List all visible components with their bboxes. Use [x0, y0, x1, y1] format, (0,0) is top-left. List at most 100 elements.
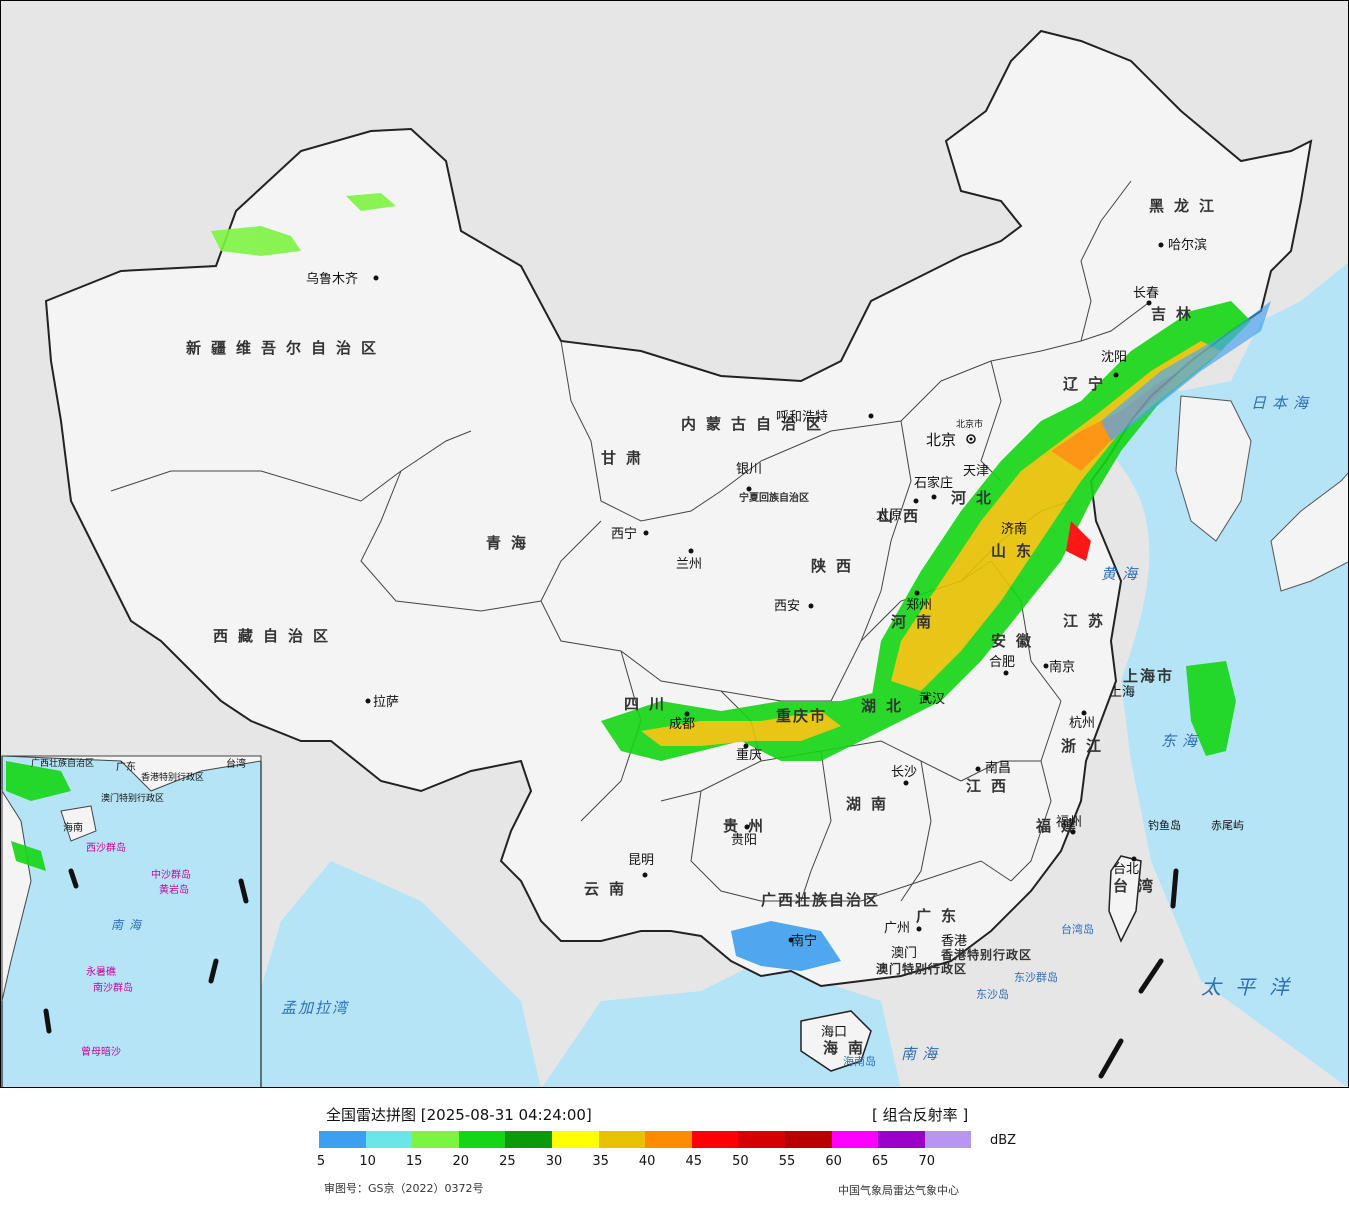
city-lhasa: 拉萨 — [373, 695, 399, 710]
legend-unit: dBZ — [990, 1133, 1017, 1148]
scale-tick-50: 50 — [732, 1154, 749, 1169]
scale-tick-15: 15 — [405, 1154, 423, 1169]
label-zhejiang: 浙江 — [1061, 737, 1111, 755]
city-markers — [365, 242, 1164, 943]
scale-tick-25: 25 — [499, 1154, 516, 1169]
hainan-island — [800, 1010, 872, 1072]
label-yunnan: 云南 — [584, 880, 634, 898]
label-shandong: 山东 — [991, 542, 1041, 560]
color-scale — [319, 1131, 972, 1148]
color-swatch-2 — [412, 1131, 459, 1148]
inset-huangyan: 黄岩岛 — [159, 883, 189, 896]
city-changsha: 长沙 — [891, 765, 917, 780]
scale-tick-35: 35 — [592, 1154, 609, 1169]
sea-bengal: 孟加拉湾 — [281, 999, 350, 1017]
label-hebei: 河北 — [951, 489, 1001, 507]
city-taiyuan: 太原 — [876, 508, 902, 523]
inset-guangxi: 广西壮族自治区 — [31, 757, 94, 769]
label-neimenggu: 内蒙古自治区 — [681, 415, 831, 433]
island-taiwan: 台湾岛 — [1061, 922, 1094, 936]
label-jiangxi: 江西 — [966, 777, 1016, 795]
island-hainan: 海南岛 — [843, 1054, 876, 1068]
taiwan-island — [1108, 855, 1142, 943]
color-swatch-8 — [691, 1131, 739, 1148]
city-shijiazhuang: 石家庄 — [914, 475, 953, 491]
island-dongsha-qundao: 东沙群岛 — [1014, 970, 1058, 984]
city-hongkong: 香港 — [941, 934, 967, 949]
radar-echo-layer — [6, 193, 1271, 971]
label-guizhou: 贵州 — [723, 817, 773, 835]
city-beijing: 北京 — [926, 431, 956, 449]
legend-panel — [0, 1088, 1349, 1208]
scale-tick-60: 60 — [825, 1154, 842, 1169]
label-liaoning: 辽宁 — [1063, 375, 1113, 393]
scale-tick-70: 70 — [918, 1154, 936, 1169]
label-hunan: 湖南 — [846, 795, 896, 813]
city-nanjing: 南京 — [1049, 659, 1075, 675]
label-shanghai: 上海市 — [1123, 667, 1174, 685]
city-nanchang: 南昌 — [985, 760, 1011, 776]
label-taiwan: 台湾 — [1113, 877, 1163, 895]
island-diaoyu: 钓鱼岛 — [1148, 818, 1181, 832]
south-china-sea-inset — [1, 755, 262, 1087]
city-xian: 西安 — [774, 599, 800, 614]
color-swatch-1 — [365, 1131, 413, 1148]
label-xizang: 西藏自治区 — [213, 627, 338, 645]
city-haikou: 海口 — [821, 1025, 847, 1040]
city-shenyang: 沈阳 — [1101, 350, 1127, 365]
city-zhengzhou: 郑州 — [906, 598, 932, 613]
label-guangxi: 广西壮族自治区 — [761, 891, 880, 909]
legend-title: 全国雷达拼图 [2025-08-31 04:24:00] — [326, 1106, 592, 1124]
label-hubei: 湖北 — [861, 697, 911, 715]
city-nanning: 南宁 — [791, 933, 817, 949]
city-labels: 乌鲁木齐 拉萨 西宁 兰州 银川 呼和浩特 北京 北京市 天津 石家庄 太原 西… — [306, 237, 1207, 1040]
city-wuhan: 武汉 — [919, 692, 945, 707]
city-xining: 西宁 — [611, 526, 637, 542]
label-ningxia: 宁夏回族自治区 — [739, 491, 809, 504]
inset-yongshu: 永暑礁 — [86, 965, 116, 978]
inset-taiwan: 台湾 — [226, 757, 246, 770]
color-swatch-13 — [924, 1131, 972, 1148]
city-guangzhou: 广州 — [884, 921, 910, 936]
color-swatch-12 — [878, 1131, 925, 1148]
color-swatch-6 — [598, 1131, 646, 1148]
city-jinan: 济南 — [1001, 521, 1027, 537]
label-shaanxi: 陕西 — [811, 557, 861, 575]
sea-east: 东海 — [1161, 732, 1203, 750]
label-shanxi: 山西 — [878, 507, 928, 525]
label-henan: 河南 — [891, 613, 941, 631]
color-swatch-9 — [738, 1131, 785, 1148]
color-swatch-5 — [551, 1131, 599, 1148]
sea-south: 南海 — [901, 1045, 943, 1063]
label-jiangsu: 江苏 — [1063, 612, 1113, 630]
legend-product: [ 组合反射率 ] — [872, 1106, 969, 1124]
color-swatch-0 — [319, 1131, 366, 1148]
inset-nanhai: 南海 — [111, 918, 147, 932]
city-harbin: 哈尔滨 — [1168, 237, 1207, 253]
island-dongsha: 东沙岛 — [976, 987, 1009, 1001]
inset-zengmu: 曾母暗沙 — [81, 1045, 121, 1058]
inset-hainan: 海南 — [63, 821, 83, 834]
inset-guangdong: 广东 — [116, 760, 136, 773]
inset-macau: 澳门特别行政区 — [101, 792, 164, 804]
label-gansu: 甘肃 — [601, 449, 651, 467]
scale-tick-65: 65 — [871, 1154, 889, 1169]
map-canvas: 新疆维吾尔自治区 西藏自治区 青海 甘肃 四川 云南 贵州 广西壮族自治区 广东… — [1, 29, 1348, 1087]
color-swatch-11 — [831, 1131, 879, 1148]
island-chiwei: 赤尾屿 — [1211, 819, 1244, 832]
city-hefei: 合肥 — [989, 655, 1015, 670]
china-radar-map[interactable]: 新疆维吾尔自治区 西藏自治区 青海 甘肃 四川 云南 贵州 广西壮族自治区 广东… — [0, 0, 1349, 1088]
city-chengdu: 成都 — [669, 717, 695, 732]
city-shanghai-city: 上海 — [1109, 685, 1135, 700]
city-changchun: 长春 — [1133, 286, 1159, 301]
scale-tick-30: 30 — [545, 1154, 563, 1169]
city-urumqi: 乌鲁木齐 — [306, 271, 358, 287]
scale-tick-10: 10 — [359, 1154, 376, 1169]
city-tianjin: 天津 — [963, 464, 989, 479]
china-landmass — [44, 29, 1313, 988]
label-anhui: 安徽 — [991, 632, 1041, 650]
city-macau: 澳门 — [891, 945, 917, 961]
scale-tick-40: 40 — [638, 1154, 656, 1169]
label-sichuan: 四川 — [624, 695, 674, 713]
